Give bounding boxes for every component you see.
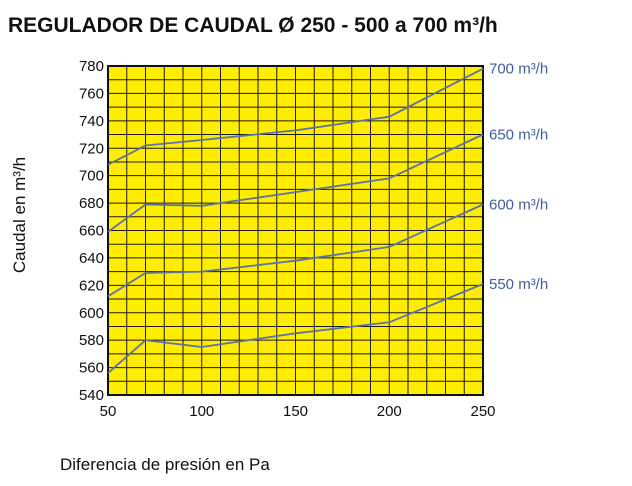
y-tick-label: 640 (79, 250, 104, 267)
x-axis-label: Diferencia de presión en Pa (60, 455, 270, 474)
series-line (107, 203, 484, 298)
y-tick-label: 700 (79, 168, 104, 185)
series-lines (107, 67, 484, 374)
y-tick-label: 760 (79, 85, 104, 102)
chart-title: REGULADOR DE CAUDAL Ø 250 - 500 a 700 m³… (8, 14, 498, 37)
plot-frame (107, 65, 484, 396)
series-labels: 700 m³/h 650 m³/h 600 m³/h 550 m³/h (489, 61, 548, 293)
y-axis-label: Caudal en m³/h (10, 157, 29, 273)
grid (108, 66, 483, 395)
x-tick-label: 150 (283, 403, 308, 420)
y-tick-label: 720 (79, 140, 104, 157)
axis-ticks: 540 560 580 600 620 640 660 680 700 720 740 760 780 5… (79, 58, 496, 420)
y-tick-label: 680 (79, 195, 104, 212)
series-label: 600 m³/h (489, 196, 548, 213)
series-line (107, 67, 484, 166)
y-tick-label: 600 (79, 305, 104, 322)
x-tick-label: 100 (189, 403, 214, 420)
y-tick-label: 780 (79, 58, 104, 75)
series-line (107, 283, 484, 374)
y-tick-label: 620 (79, 277, 104, 294)
y-tick-label: 580 (79, 332, 104, 349)
y-tick-label: 740 (79, 113, 104, 130)
x-tick-label: 250 (470, 403, 495, 420)
series-label: 700 m³/h (489, 61, 548, 78)
series-line (107, 133, 484, 233)
y-tick-label: 660 (79, 223, 104, 240)
x-tick-label: 50 (100, 403, 117, 420)
x-tick-label: 200 (377, 403, 402, 420)
series-label: 550 m³/h (489, 276, 548, 293)
y-tick-label: 540 (79, 387, 104, 404)
series-label: 650 m³/h (489, 127, 548, 144)
y-tick-label: 560 (79, 360, 104, 377)
